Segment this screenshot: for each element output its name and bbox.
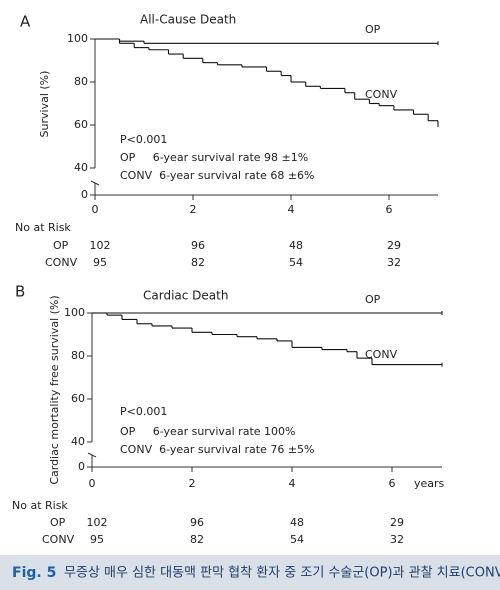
x-tick-label: 6 (386, 203, 393, 216)
annotation: P<0.001 (120, 133, 167, 146)
chart-title: All-Cause Death (140, 13, 236, 27)
x-tick-label: 2 (189, 477, 196, 490)
x-tick-label: 6 (389, 477, 396, 490)
y-tick-label: 0 (78, 460, 85, 473)
risk-count: 95 (90, 533, 104, 546)
risk-count: 82 (191, 256, 205, 269)
caption-label: Fig. 5 (12, 565, 56, 581)
y-tick-label: 80 (71, 349, 85, 362)
y-tick-label: 60 (74, 118, 88, 131)
risk-count: 54 (290, 533, 304, 546)
y-axis-label: Survival (%) (38, 71, 51, 138)
annotation: OP 6-year survival rate 98 ±1% (120, 151, 308, 164)
y-tick-label: 40 (71, 435, 85, 448)
series-label: OP (365, 293, 381, 306)
risk-count: 96 (191, 239, 205, 252)
y-tick-label: 0 (81, 188, 88, 201)
x-tick-label: 0 (89, 477, 96, 490)
annotation: P<0.001 (120, 405, 167, 418)
risk-count: 29 (387, 239, 401, 252)
risk-row-name: OP (53, 239, 69, 252)
y-tick-label: 100 (64, 306, 85, 319)
y-tick-label: 60 (71, 392, 85, 405)
y-tick-label: 40 (74, 161, 88, 174)
risk-count: 102 (90, 239, 111, 252)
annotation: OP 6-year survival rate 100% (120, 425, 295, 438)
annotation: CONV 6-year survival rate 76 ±5% (120, 443, 315, 456)
chart-title: Cardiac Death (143, 289, 228, 303)
x-tick-label: 4 (289, 477, 296, 490)
risk-title: No at Risk (12, 499, 68, 512)
series-label: CONV (365, 88, 398, 101)
risk-title: No at Risk (15, 221, 71, 234)
x-tick-label: 0 (92, 203, 99, 216)
series-label: CONV (365, 348, 398, 361)
y-tick-label: 100 (67, 32, 88, 45)
risk-count: 82 (190, 533, 204, 546)
series-label: OP (365, 23, 381, 36)
risk-count: 32 (390, 533, 404, 546)
y-tick-label: 80 (74, 75, 88, 88)
axis-break (90, 180, 100, 186)
risk-count: 96 (190, 516, 204, 529)
risk-row-name: CONV (42, 533, 75, 546)
axis-break (87, 452, 97, 458)
risk-count: 95 (93, 256, 107, 269)
caption-text: 무증상 매우 심한 대동맥 판막 협착 환자 중 조기 수술군(OP)과 관찰 … (64, 566, 500, 581)
risk-count: 32 (387, 256, 401, 269)
risk-count: 54 (289, 256, 303, 269)
y-axis-label: Cardiac mortality free survival (%) (48, 295, 61, 484)
risk-row-name: CONV (45, 256, 78, 269)
risk-count: 48 (289, 239, 303, 252)
risk-row-name: OP (50, 516, 66, 529)
annotation: CONV 6-year survival rate 68 ±6% (120, 169, 315, 182)
x-axis-label: years (414, 477, 445, 490)
caption-bar (0, 555, 500, 590)
risk-count: 102 (87, 516, 108, 529)
x-tick-label: 2 (190, 203, 197, 216)
panel-letter: A (20, 13, 31, 31)
risk-count: 29 (390, 516, 404, 529)
x-tick-label: 4 (288, 203, 295, 216)
risk-count: 48 (290, 516, 304, 529)
panel-letter: B (15, 283, 25, 301)
